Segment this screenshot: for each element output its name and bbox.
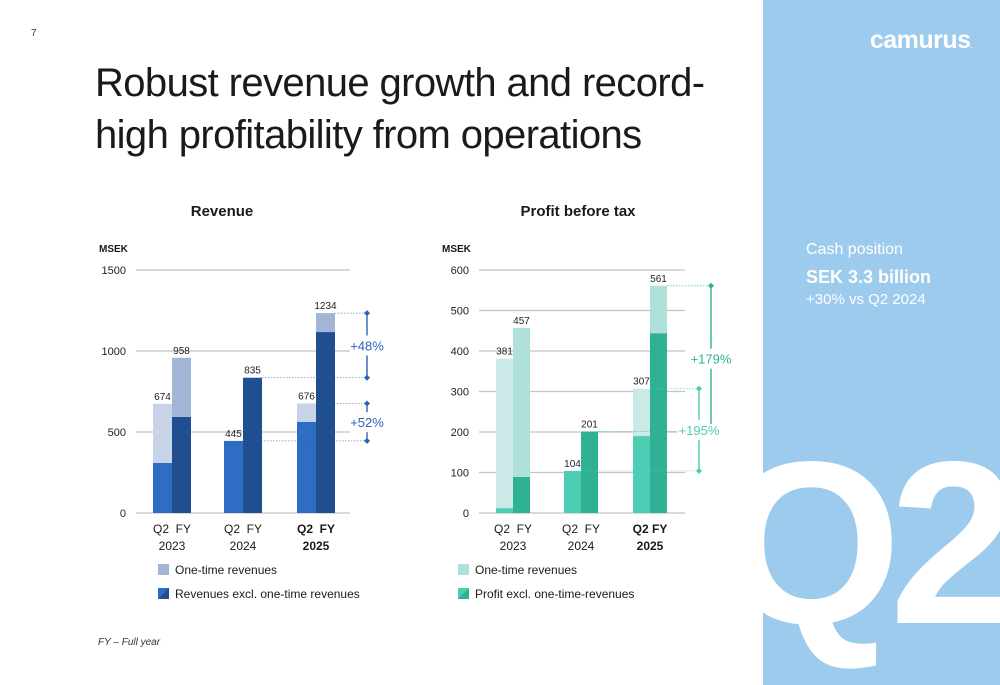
profit-bar-core-q2 [564, 470, 581, 513]
cash-position-change: +30% vs Q2 2024 [806, 291, 926, 308]
revenue-annotation-marker [364, 310, 370, 317]
profit-bar-onetime-q2 [633, 388, 650, 437]
profit-chart-title: Profit before tax [520, 203, 636, 220]
revenue-legend-label: Revenues excl. one-time revenues [175, 587, 360, 601]
profit-x-tick-label: Q2 FY [562, 522, 600, 536]
revenue-y-axis-label: MSEK [99, 244, 129, 255]
revenue-bar-onetime-fy [316, 313, 335, 333]
revenue-x-tick-label-year: 2025 [303, 539, 330, 553]
revenue-bar-core-fy [243, 377, 262, 513]
revenue-bar-onetime-fy [172, 357, 191, 417]
revenue-y-tick-label: 1500 [102, 265, 126, 277]
profit-data-label: 201 [581, 420, 598, 431]
profit-annotation-label: +179% [691, 352, 732, 367]
footnote: FY – Full year [98, 637, 161, 648]
profit-bar-core-fy [581, 431, 598, 513]
profit-y-tick-label: 100 [451, 468, 469, 480]
profit-y-tick-label: 300 [451, 387, 469, 399]
revenue-x-tick-label: Q2 FY [153, 522, 191, 536]
profit-annotation-marker [696, 385, 702, 392]
profit-bar-core-fy [650, 333, 667, 513]
revenue-legend-swatch-core-dark [158, 588, 169, 599]
quarter-watermark: Q2 [763, 414, 1000, 673]
profit-x-tick-label-year: 2024 [568, 539, 595, 553]
logo-mark: . [970, 43, 973, 50]
profit-y-tick-label: 400 [451, 346, 469, 358]
revenue-chart-title: Revenue [191, 203, 254, 220]
profit-y-tick-label: 600 [451, 265, 469, 277]
profit-x-tick-label: Q2 FY [633, 522, 668, 536]
slide-title: Robust revenue growth and record-high pr… [95, 61, 705, 157]
cash-position-value: SEK 3.3 billion [806, 267, 932, 287]
profit-annotation-label: +195% [679, 423, 720, 438]
profit-bar-onetime-fy [513, 327, 530, 477]
revenue-x-tick-label: Q2 FY [224, 522, 262, 536]
revenue-data-label: 676 [298, 391, 315, 402]
revenue-annotation-marker [364, 400, 370, 407]
profit-data-label: 561 [650, 274, 667, 285]
profit-legend-swatch-core-dark [458, 588, 469, 599]
logo-text: camurus [869, 26, 971, 54]
revenue-data-label: 1234 [314, 301, 337, 312]
profit-annotation-marker [708, 282, 714, 289]
profit-legend-swatch-onetime [458, 564, 469, 575]
profit-legend-label: One-time revenues [475, 563, 577, 577]
profit-bar-core-q2 [633, 436, 650, 513]
revenue-x-tick-label-year: 2024 [230, 539, 257, 553]
revenue-bar-core-fy [172, 416, 191, 513]
revenue-x-tick-label-year: 2023 [159, 539, 186, 553]
revenue-bar-core-q2 [297, 421, 316, 513]
profit-annotation-marker [696, 467, 702, 474]
profit-x-tick-label-year: 2025 [637, 539, 664, 553]
profit-y-tick-label: 200 [451, 427, 469, 439]
profit-y-axis-label: MSEK [442, 244, 472, 255]
revenue-data-label: 674 [154, 392, 171, 403]
profit-bar-core-fy [513, 476, 530, 513]
profit-annotation-marker [708, 428, 714, 435]
revenue-y-tick-label: 0 [120, 508, 126, 520]
revenue-annotation-marker [364, 374, 370, 381]
revenue-data-label: 835 [244, 366, 261, 377]
profit-bar-onetime-q2 [496, 358, 513, 509]
cash-position-label: Cash position [806, 241, 903, 258]
profit-y-tick-label: 0 [463, 508, 469, 520]
revenue-y-tick-label: 1000 [102, 346, 126, 358]
profit-data-label: 381 [496, 347, 513, 358]
revenue-annotation-label: +48% [350, 338, 384, 353]
revenue-data-label: 445 [225, 429, 242, 440]
revenue-bar-core-q2 [153, 462, 172, 513]
revenue-annotation-marker [364, 437, 370, 444]
profit-x-tick-label-year: 2023 [500, 539, 527, 553]
side-panel: camurus. Cash position SEK 3.3 billion +… [763, 0, 1000, 685]
revenue-x-tick-label: Q2 FY [297, 522, 335, 536]
revenue-bar-core-fy [316, 332, 335, 513]
revenue-annotation-label: +52% [350, 415, 384, 430]
revenue-bar-onetime-q2 [153, 403, 172, 463]
profit-data-label: 307 [633, 377, 650, 388]
revenue-data-label: 958 [173, 346, 190, 357]
profit-bar-core-q2 [496, 508, 513, 513]
revenue-legend-swatch-onetime [158, 564, 169, 575]
revenue-y-tick-label: 500 [108, 427, 126, 439]
profit-y-tick-label: 500 [451, 306, 469, 318]
revenue-legend-label: One-time revenues [175, 563, 277, 577]
page-number: 7 [31, 28, 37, 39]
revenue-bar-core-q2 [224, 440, 243, 513]
profit-x-tick-label: Q2 FY [494, 522, 532, 536]
profit-bar-onetime-fy [650, 285, 667, 334]
profit-legend-label: Profit excl. one-time-revenues [475, 587, 634, 601]
camurus-logo: camurus. [869, 26, 973, 55]
profit-data-label: 457 [513, 316, 530, 327]
revenue-bar-onetime-q2 [297, 403, 316, 422]
profit-data-label: 104 [564, 459, 581, 470]
